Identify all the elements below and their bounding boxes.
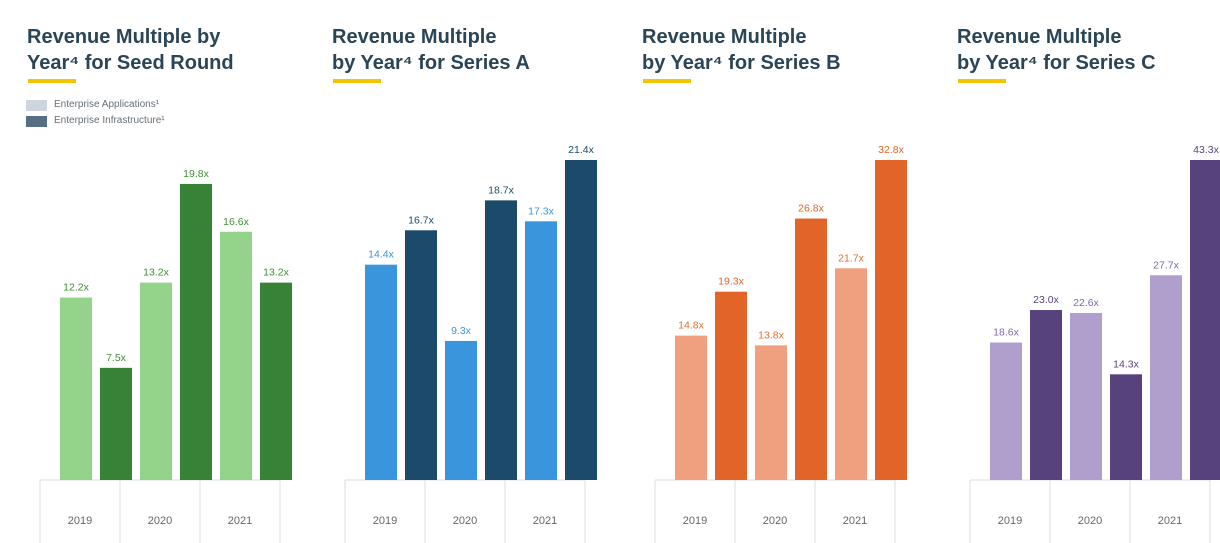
x-tick-label: 2021 [228, 515, 252, 527]
title-underline [643, 79, 691, 83]
x-tick-label: 2020 [453, 515, 477, 527]
data-label: 13.2x [143, 267, 169, 279]
chart-title-series-a: Revenue Multiple by Year⁴ for Series A [332, 26, 530, 74]
data-label: 32.8x [878, 144, 904, 156]
bar [60, 297, 92, 480]
data-label: 12.2x [63, 282, 89, 294]
legend-item-applications: Enterprise Applications¹ [26, 97, 165, 113]
x-tick-label: 2021 [843, 515, 867, 527]
bar [755, 345, 787, 480]
data-label: 14.8x [678, 320, 704, 332]
legend-label-applications: Enterprise Applications¹ [54, 99, 160, 110]
data-label: 13.8x [758, 329, 784, 341]
bar [180, 183, 212, 480]
data-label: 19.3x [718, 276, 744, 288]
legend-swatch-infrastructure [26, 115, 47, 127]
x-tick-label: 2020 [1078, 515, 1102, 527]
bar [260, 282, 292, 480]
data-label: 26.8x [798, 203, 824, 215]
bar [1030, 310, 1062, 480]
data-label: 17.3x [528, 205, 554, 217]
bar [875, 160, 907, 480]
data-label: 7.5x [106, 352, 127, 364]
chart-panel-series-a: 2019 14.4x 16.7x 2020 9.3x 18.7x 2021 17.3x 21.4… [329, 0, 619, 543]
data-label: 16.6x [223, 216, 249, 228]
title-underline [958, 79, 1006, 83]
bar [140, 282, 172, 480]
legend-swatch-applications [26, 99, 47, 111]
bar [220, 231, 252, 480]
x-tick-label: 2019 [998, 515, 1022, 527]
x-tick-label: 2021 [533, 515, 557, 527]
chart-panel-series-b: 2019 14.8x 19.3x 2020 13.8x 26.8x 2021 21.7x 32.… [639, 0, 929, 543]
data-label: 16.7x [408, 214, 434, 226]
bar [1110, 374, 1142, 480]
data-label: 21.4x [568, 144, 594, 156]
bar [525, 221, 557, 480]
bar [1070, 312, 1102, 480]
bar [405, 230, 437, 480]
bar [365, 264, 397, 480]
data-label: 9.3x [451, 325, 472, 337]
bar [990, 342, 1022, 480]
data-label: 22.6x [1073, 297, 1099, 309]
x-tick-label: 2020 [763, 515, 787, 527]
legend-label-infrastructure: Enterprise Infrastructure¹ [54, 115, 165, 126]
data-label: 13.2x [263, 267, 289, 279]
bar [565, 160, 597, 480]
x-tick-label: 2021 [1158, 515, 1182, 527]
x-tick-label: 2019 [683, 515, 707, 527]
bar [1190, 160, 1220, 480]
bar [835, 268, 867, 480]
data-label: 18.6x [993, 327, 1019, 339]
chart-svg-seed: 2019 12.2x 7.5x 2020 13.2x 19.8x 2021 16.6x 13.2… [39, 168, 292, 543]
data-label: 43.3x [1193, 144, 1219, 156]
x-tick-label: 2019 [373, 515, 397, 527]
chart-svg-series-b: 2019 14.8x 19.3x 2020 13.8x 26.8x 2021 21.7x 32.… [654, 144, 907, 543]
chart-title-seed: Revenue Multiple by Year⁴ for Seed Round [27, 26, 234, 74]
data-label: 23.0x [1033, 294, 1059, 306]
bar [445, 340, 477, 480]
title-underline [28, 79, 76, 83]
title-underline [333, 79, 381, 83]
chart-svg-series-c: 2019 18.6x 23.0x 2020 22.6x 14.3x 2021 27.7x 43.… [969, 144, 1220, 543]
bar [715, 291, 747, 480]
chart-panel-series-c: 2019 18.6x 23.0x 2020 22.6x 14.3x 2021 27.7x 43.… [954, 0, 1220, 543]
data-label: 19.8x [183, 168, 209, 180]
data-label: 14.4x [368, 249, 394, 261]
bar [675, 335, 707, 480]
bar [485, 200, 517, 480]
bar [100, 367, 132, 480]
data-label: 14.3x [1113, 358, 1139, 370]
data-label: 27.7x [1153, 259, 1179, 271]
chart-svg-series-a: 2019 14.4x 16.7x 2020 9.3x 18.7x 2021 17.3x 21.4… [344, 144, 597, 543]
legend: Enterprise Applications¹ Enterprise Infr… [26, 97, 165, 129]
chart-title-series-b: Revenue Multiple by Year⁴ for Series B [642, 26, 841, 74]
data-label: 18.7x [488, 184, 514, 196]
chart-title-series-c: Revenue Multiple by Year⁴ for Series C [957, 26, 1156, 74]
x-tick-label: 2019 [68, 515, 92, 527]
bar [1150, 275, 1182, 480]
chart-panel-seed: 2019 12.2x 7.5x 2020 13.2x 19.8x 2021 16.6x 13.2… [24, 0, 314, 543]
data-label: 21.7x [838, 252, 864, 264]
x-tick-label: 2020 [148, 515, 172, 527]
legend-item-infrastructure: Enterprise Infrastructure¹ [26, 113, 165, 129]
bar [795, 218, 827, 480]
